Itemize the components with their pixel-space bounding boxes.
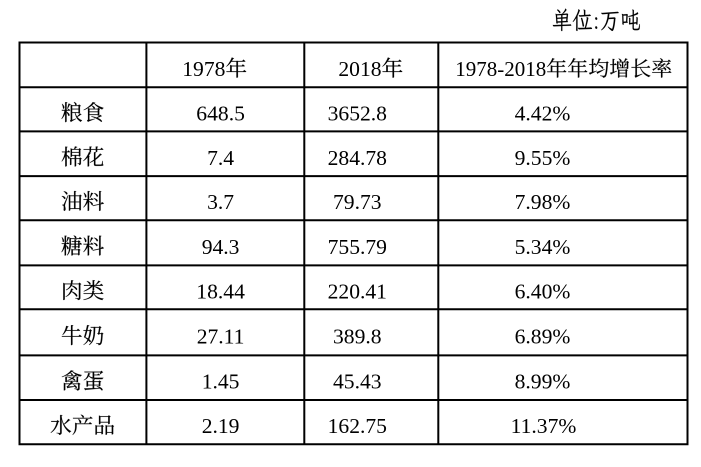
- svg-text:8.99%: 8.99%: [515, 370, 571, 394]
- svg-text:9.55%: 9.55%: [515, 146, 571, 170]
- svg-text:5.34%: 5.34%: [515, 235, 571, 259]
- svg-text:7.98%: 7.98%: [515, 190, 571, 214]
- svg-text:755.79: 755.79: [328, 235, 387, 259]
- svg-text:2.19: 2.19: [202, 414, 240, 438]
- svg-text:7.4: 7.4: [207, 146, 234, 170]
- svg-text:45.43: 45.43: [333, 370, 382, 394]
- svg-text:6.40%: 6.40%: [515, 279, 571, 303]
- svg-text:27.11: 27.11: [197, 324, 245, 348]
- svg-text:1978-2018: 1978-2018: [455, 57, 546, 81]
- svg-text:1.45: 1.45: [202, 370, 240, 394]
- svg-text:162.75: 162.75: [328, 414, 387, 438]
- svg-text:4.42%: 4.42%: [515, 101, 571, 125]
- svg-text:389.8: 389.8: [333, 324, 382, 348]
- svg-text:79.73: 79.73: [333, 190, 382, 214]
- svg-text:2018: 2018: [338, 57, 381, 81]
- svg-text:11.37%: 11.37%: [511, 414, 577, 438]
- svg-text:94.3: 94.3: [202, 235, 240, 259]
- svg-text:18.44: 18.44: [196, 279, 245, 303]
- svg-text:1978: 1978: [182, 57, 225, 81]
- svg-text:3.7: 3.7: [207, 190, 234, 214]
- svg-text:6.89%: 6.89%: [515, 324, 571, 348]
- svg-text:3652.8: 3652.8: [328, 101, 387, 125]
- svg-text:220.41: 220.41: [328, 279, 387, 303]
- svg-text:284.78: 284.78: [328, 146, 387, 170]
- svg-text:648.5: 648.5: [196, 101, 245, 125]
